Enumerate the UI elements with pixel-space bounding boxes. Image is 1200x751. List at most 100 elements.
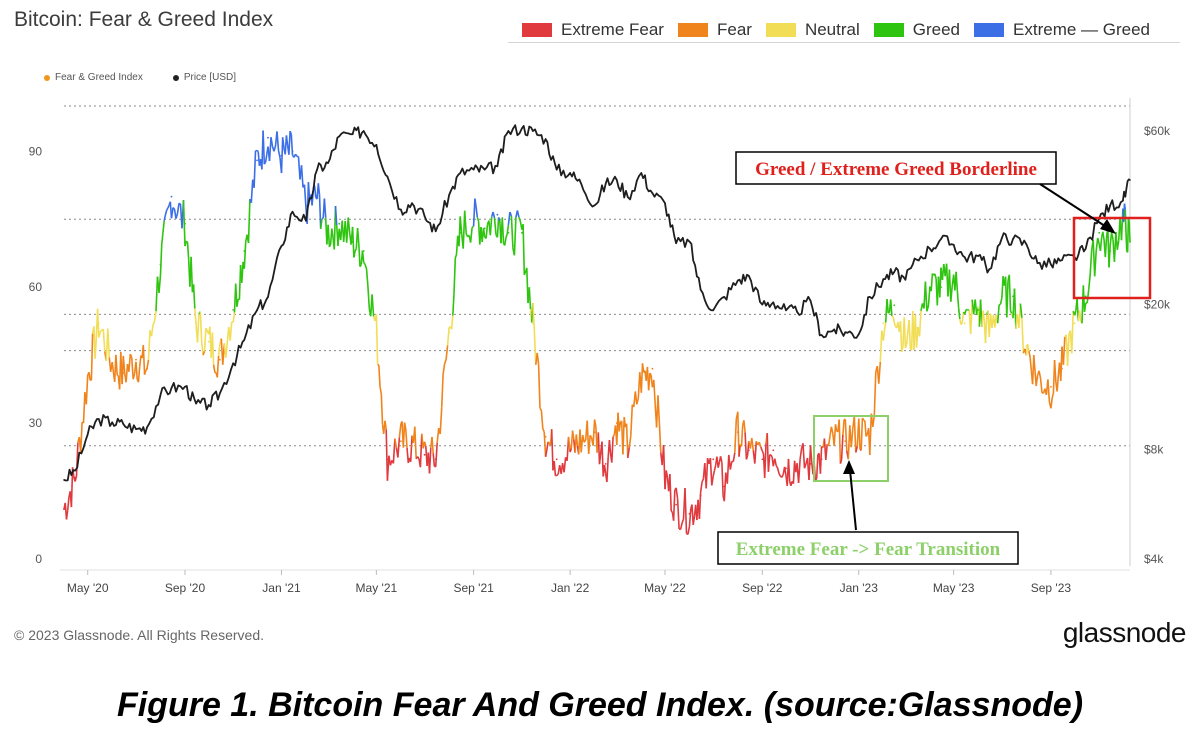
index-segment [536, 352, 540, 365]
legend-item-extreme-fear[interactable]: Extreme Fear [522, 20, 664, 40]
index-segment [751, 437, 755, 451]
index-segment [485, 224, 489, 239]
price-point [627, 196, 629, 198]
series-legend-item-index[interactable]: Fear & Greed Index [44, 72, 143, 83]
index-segment [1062, 336, 1066, 365]
index-segment [313, 185, 317, 198]
index-segment [405, 429, 408, 448]
legend-item-greed[interactable]: Greed [873, 20, 960, 40]
legend-item-fear[interactable]: Fear [677, 20, 752, 40]
index-segment [428, 447, 432, 474]
index-segment [732, 452, 736, 462]
index-segment [1108, 245, 1111, 268]
index-segment [641, 363, 645, 373]
index-segment [334, 205, 338, 226]
legend-item-neutral[interactable]: Neutral [765, 20, 860, 40]
index-segment [143, 370, 147, 375]
legend-item-extreme-greed[interactable]: Extreme — Greed [974, 20, 1150, 40]
legend-swatch [677, 23, 708, 37]
index-segment [797, 459, 801, 484]
index-point [1012, 295, 1014, 298]
index-segment [740, 425, 744, 447]
index-segment [66, 497, 70, 511]
index-point [63, 508, 65, 511]
index-point [626, 444, 629, 447]
index-point [521, 231, 523, 234]
price-point [411, 202, 413, 204]
x-tick-label: May '23 [933, 581, 975, 595]
series-legend-item-price[interactable]: Price [USD] [172, 72, 236, 83]
index-segment [781, 474, 784, 478]
index-segment [115, 354, 118, 376]
index-point [569, 449, 571, 452]
index-segment [996, 304, 1000, 324]
index-point [338, 222, 341, 225]
index-point [785, 467, 787, 470]
index-segment [687, 525, 691, 535]
index-segment [803, 463, 807, 469]
index-segment [434, 442, 438, 467]
index-segment [563, 457, 567, 473]
index-point [305, 204, 307, 207]
index-segment [855, 446, 859, 453]
index-segment [363, 261, 366, 265]
price-point [844, 331, 847, 334]
price-point [748, 275, 750, 277]
index-point [423, 453, 426, 456]
index-segment [1116, 240, 1120, 250]
price-point [532, 130, 534, 132]
price-point [988, 268, 990, 271]
index-segment [85, 375, 89, 405]
index-segment [503, 237, 507, 246]
index-segment [1033, 355, 1036, 372]
chart-title: Bitcoin: Fear & Greed Index [14, 8, 274, 31]
index-segment [553, 460, 557, 476]
index-segment [403, 422, 407, 430]
index-segment [581, 434, 585, 443]
index-segment [873, 371, 877, 416]
index-segment [799, 448, 803, 460]
index-segment [1019, 303, 1023, 318]
right-tick-label: $60k [1144, 124, 1171, 138]
index-segment [493, 218, 497, 235]
index-segment [787, 458, 791, 482]
index-segment [364, 264, 368, 269]
index-segment [319, 218, 323, 230]
index-segment [743, 420, 746, 433]
index-segment [1071, 311, 1074, 354]
index-segment [879, 330, 883, 363]
index-point [218, 358, 221, 361]
fear-arrow [849, 469, 857, 531]
index-segment [102, 329, 106, 352]
index-point [833, 440, 836, 443]
price-point [544, 138, 547, 140]
price-point [555, 168, 558, 171]
price-point [122, 423, 125, 425]
index-segment [75, 442, 79, 477]
price-point [1001, 237, 1003, 239]
price-point [267, 296, 269, 298]
x-tick-label: Sep '23 [1031, 581, 1072, 595]
index-segment [398, 423, 402, 438]
index-point [1025, 345, 1028, 347]
price-point [593, 204, 596, 207]
index-segment [264, 154, 268, 163]
index-segment [775, 465, 779, 469]
index-segment [150, 325, 154, 337]
index-segment [501, 217, 505, 243]
index-segment [353, 250, 356, 258]
price-point [929, 247, 931, 250]
index-segment [611, 436, 614, 463]
index-segment [819, 446, 823, 474]
index-segment [128, 353, 132, 372]
series-dot [44, 74, 50, 81]
index-segment [802, 443, 806, 469]
index-segment [463, 210, 467, 234]
index-segment [1123, 203, 1127, 210]
legend-label: Fear [716, 20, 752, 39]
index-point [604, 463, 607, 465]
price-point [338, 135, 341, 138]
index-point [952, 277, 955, 279]
index-segment [712, 470, 716, 477]
index-segment [961, 311, 965, 323]
